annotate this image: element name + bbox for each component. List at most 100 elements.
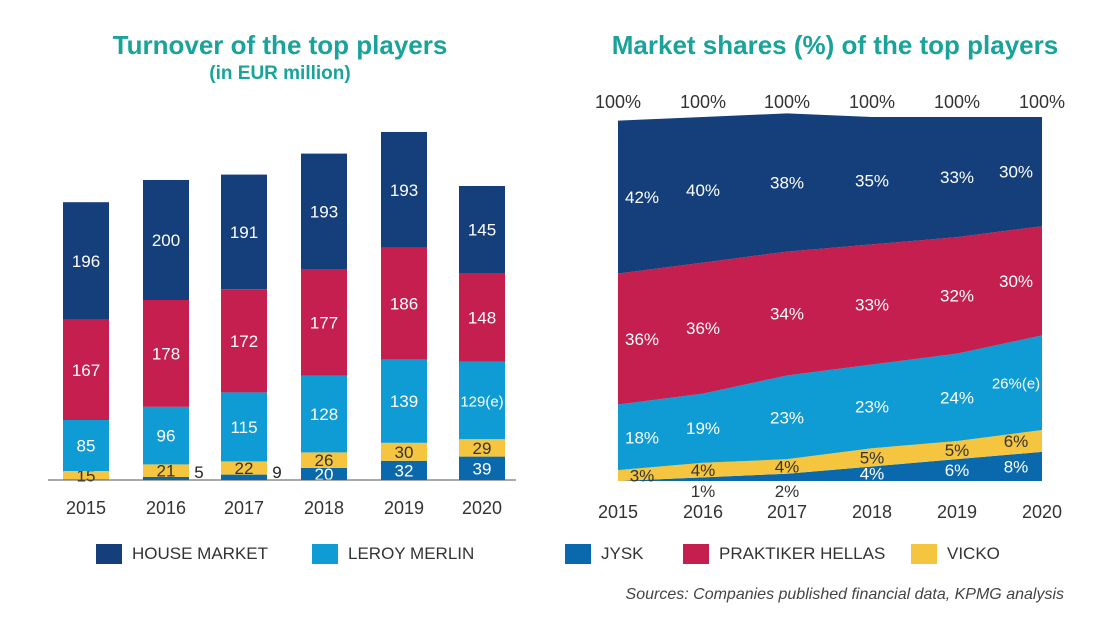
legend-item-jysk: JYSK <box>565 544 644 564</box>
bar-leroy-merlin-2018 <box>301 375 347 453</box>
bar-label-vicko-2016: 21 <box>157 462 176 481</box>
legend-swatch-praktiker-hellas <box>683 544 709 564</box>
bar-label-praktiker-hellas-2019: 186 <box>390 295 418 314</box>
bar-label-jysk-2020: 39 <box>473 459 492 478</box>
area-praktiker-hellas <box>618 226 1042 405</box>
bar-jysk-2019 <box>381 460 427 480</box>
area-label-jysk-2018: 4% <box>860 465 885 484</box>
area-label-jysk-2017: 2% <box>775 482 800 501</box>
area-label-jysk-2020: 8% <box>1004 457 1029 476</box>
area-label-leroy-merlin-2015: 18% <box>625 428 659 447</box>
bar-house-market-2015 <box>63 202 109 320</box>
area-label-leroy-merlin-2017: 23% <box>770 408 804 427</box>
bar-label-praktiker-hellas-2018: 177 <box>310 314 338 333</box>
bar-label-leroy-merlin-2020: 129(e) <box>460 394 503 411</box>
bar-label-leroy-merlin-2018: 128 <box>310 405 338 424</box>
bar-label-vicko-2020: 29 <box>473 439 492 458</box>
area-label-leroy-merlin-2016: 19% <box>686 419 720 438</box>
bar-house-market-2019 <box>381 132 427 248</box>
bar-jysk-2016 <box>143 477 189 480</box>
legend-swatch-leroy-merlin <box>312 544 338 564</box>
bar-house-market-2018 <box>301 153 347 270</box>
bar-vicko-2019 <box>381 442 427 461</box>
legend-swatch-jysk <box>565 544 591 564</box>
bar-label-vicko-2015: 15 <box>77 467 96 486</box>
x-tick-right-2020: 2020 <box>1022 502 1062 522</box>
bar-label-leroy-merlin-2015: 85 <box>77 437 96 456</box>
bar-label-praktiker-hellas-2015: 167 <box>72 361 100 380</box>
x-tick-left-2016: 2016 <box>146 498 186 518</box>
bar-house-market-2016 <box>143 180 189 300</box>
bar-label-vicko-2018: 26 <box>315 451 334 470</box>
bar-vicko-2015 <box>63 471 109 480</box>
bar-vicko-2017 <box>221 461 267 475</box>
bar-vicko-2018 <box>301 452 347 468</box>
legend-item-vicko: VICKO <box>911 544 1000 564</box>
area-label-vicko-2017: 4% <box>775 457 800 476</box>
bar-label-leroy-merlin-2016: 96 <box>157 427 176 446</box>
total-label-2017: 100% <box>764 92 810 112</box>
area-label-house-market-2017: 38% <box>770 174 804 193</box>
left-chart-title: Turnover of the top players <box>112 30 448 60</box>
area-label-leroy-merlin-2018: 23% <box>855 397 889 416</box>
area-label-leroy-merlin-2020: 26%(e) <box>992 376 1040 393</box>
bar-praktiker-hellas-2020 <box>459 273 505 362</box>
area-label-vicko-2019: 5% <box>945 441 970 460</box>
bar-label-vicko-2019: 30 <box>395 443 414 462</box>
bar-label-leroy-merlin-2017: 115 <box>230 418 257 437</box>
bar-house-market-2017 <box>221 174 267 290</box>
bar-vicko-2016 <box>143 464 189 477</box>
area-label-praktiker-hellas-2016: 36% <box>686 319 720 338</box>
area-label-praktiker-hellas-2019: 32% <box>940 286 974 305</box>
bar-jysk-2018 <box>301 468 347 480</box>
bar-label-house-market-2018: 193 <box>310 203 338 222</box>
bar-label-leroy-merlin-2019: 139 <box>390 392 418 411</box>
bar-label-house-market-2015: 196 <box>72 252 100 271</box>
area-label-jysk-2016: 1% <box>691 482 716 501</box>
total-label-2020: 100% <box>1019 92 1065 112</box>
bar-label-house-market-2019: 193 <box>390 181 418 200</box>
area-vicko <box>618 430 1042 481</box>
bar-leroy-merlin-2017 <box>221 392 267 462</box>
legend-label-praktiker-hellas: PRAKTIKER HELLAS <box>719 544 886 563</box>
area-label-house-market-2020: 30% <box>999 163 1033 182</box>
legend-swatch-vicko <box>911 544 937 564</box>
bar-label-house-market-2020: 145 <box>468 221 496 240</box>
area-jysk <box>618 451 1042 481</box>
area-label-praktiker-hellas-2015: 36% <box>625 330 659 349</box>
bar-praktiker-hellas-2016 <box>143 300 189 407</box>
bar-leroy-merlin-2020 <box>459 361 505 440</box>
bar-leroy-merlin-2019 <box>381 359 427 443</box>
bar-label-praktiker-hellas-2020: 148 <box>468 308 496 327</box>
legend-label-vicko: VICKO <box>947 544 1000 563</box>
x-tick-left-2020: 2020 <box>462 498 502 518</box>
area-label-jysk-2019: 6% <box>945 461 970 480</box>
x-tick-right-2017: 2017 <box>767 502 807 522</box>
legend-label-leroy-merlin: LEROY MERLIN <box>348 544 475 563</box>
bar-jysk-2017 <box>221 474 267 480</box>
area-label-house-market-2016: 40% <box>686 181 720 200</box>
legend-label-jysk: JYSK <box>601 544 644 563</box>
bar-label-house-market-2016: 200 <box>152 231 180 250</box>
bar-label-jysk-2019: 32 <box>395 461 414 480</box>
bar-label-house-market-2017: 191 <box>230 223 258 242</box>
x-tick-right-2015: 2015 <box>598 502 638 522</box>
x-tick-left-2019: 2019 <box>384 498 424 518</box>
area-label-vicko-2015: 3% <box>630 467 655 486</box>
bar-label-praktiker-hellas-2017: 172 <box>230 332 258 351</box>
bar-praktiker-hellas-2018 <box>301 269 347 376</box>
area-label-vicko-2016: 4% <box>691 461 716 480</box>
bar-praktiker-hellas-2015 <box>63 319 109 420</box>
bar-praktiker-hellas-2019 <box>381 247 427 360</box>
x-tick-left-2018: 2018 <box>304 498 344 518</box>
total-label-2015: 100% <box>595 92 641 112</box>
bar-house-market-2020 <box>459 186 505 273</box>
legend-label-house-market: HOUSE MARKET <box>132 544 269 563</box>
area-label-vicko-2020: 6% <box>1004 432 1029 451</box>
legend-item-leroy-merlin: LEROY MERLIN <box>312 544 474 564</box>
area-label-house-market-2018: 35% <box>855 172 889 191</box>
x-tick-left-2015: 2015 <box>66 498 106 518</box>
bar-label-jysk-2016: 5 <box>194 463 203 482</box>
area-label-praktiker-hellas-2017: 34% <box>770 305 804 324</box>
